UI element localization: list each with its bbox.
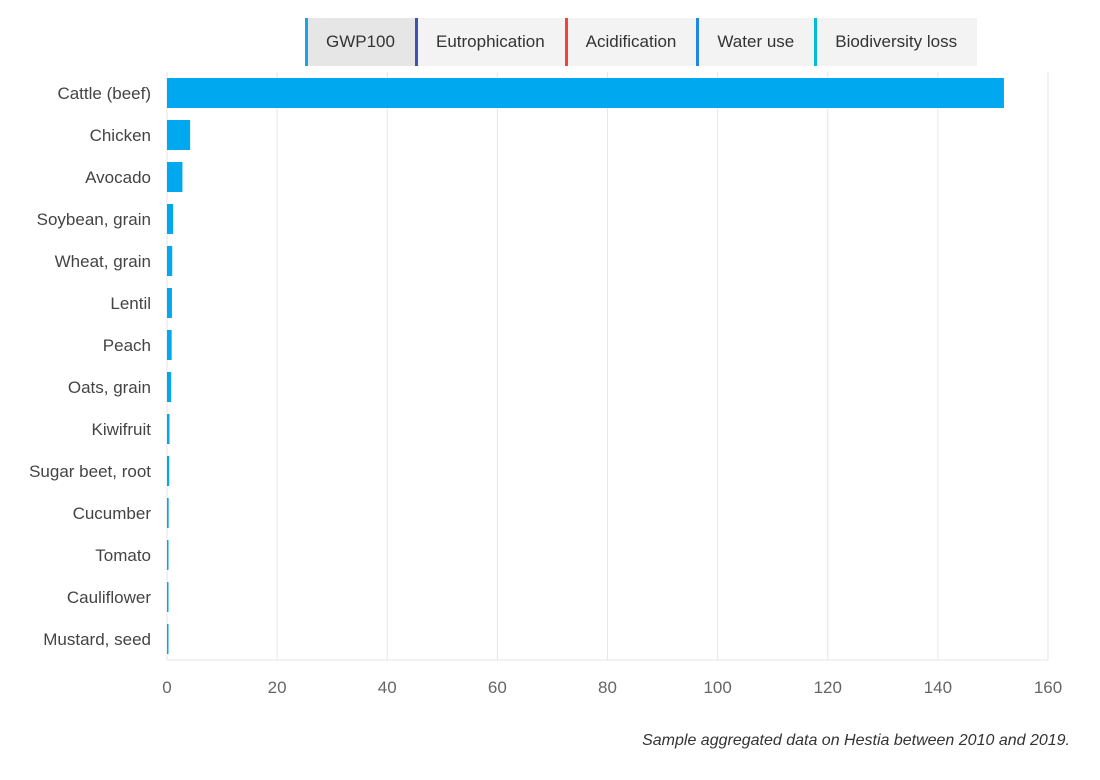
bar[interactable] <box>167 624 169 654</box>
category-labels: Cattle (beef) Chicken Avocado Soybean, grai… <box>29 84 151 649</box>
category-label: Cauliflower <box>67 588 151 607</box>
bar[interactable] <box>167 540 169 570</box>
category-label: Peach <box>103 336 151 355</box>
category-label: Kiwifruit <box>91 420 151 439</box>
bar[interactable] <box>167 78 1004 108</box>
x-tick-label: 140 <box>924 678 952 697</box>
chart-caption: Sample aggregated data on Hestia between… <box>642 732 1070 749</box>
bar[interactable] <box>167 414 170 444</box>
tab-acidification[interactable]: Acidification <box>564 18 697 66</box>
tab-label: GWP100 <box>326 32 395 51</box>
bar-chart: Cattle (beef) Chicken Avocado Soybean, grai… <box>29 72 1062 697</box>
tab-color-indicator <box>814 18 818 66</box>
x-tick-label: 20 <box>268 678 287 697</box>
tab-color-indicator <box>564 18 568 66</box>
category-label: Avocado <box>85 168 151 187</box>
x-tick-label: 60 <box>488 678 507 697</box>
bar[interactable] <box>167 372 172 402</box>
bar[interactable] <box>167 456 170 486</box>
tab-color-indicator <box>414 18 418 66</box>
x-tick-label: 40 <box>378 678 397 697</box>
x-tick-label: 160 <box>1034 678 1062 697</box>
x-tick-label: 80 <box>598 678 617 697</box>
tab-color-indicator <box>696 18 700 66</box>
category-label: Tomato <box>95 546 151 565</box>
category-label: Oats, grain <box>68 378 151 397</box>
tab-label: Acidification <box>585 32 677 51</box>
category-label: Lentil <box>110 294 151 313</box>
tab-label: Eutrophication <box>435 32 545 51</box>
bar[interactable] <box>167 204 174 234</box>
bar[interactable] <box>167 288 172 318</box>
tab-eutrophication[interactable]: Eutrophication <box>414 18 565 66</box>
x-tick-label: 120 <box>814 678 842 697</box>
category-label: Wheat, grain <box>55 252 151 271</box>
tab-gwp100[interactable]: GWP100 <box>305 18 415 66</box>
category-label: Cattle (beef) <box>57 84 151 103</box>
bar[interactable] <box>167 330 172 360</box>
category-label: Cucumber <box>73 504 152 523</box>
bar[interactable] <box>167 582 169 612</box>
tab-color-indicator <box>305 18 308 66</box>
tab-biodiversity-loss[interactable]: Biodiversity loss <box>814 18 978 66</box>
bars <box>167 78 1004 654</box>
x-tick-label: 0 <box>162 678 171 697</box>
bar[interactable] <box>167 162 183 192</box>
bar[interactable] <box>167 246 173 276</box>
category-label: Sugar beet, root <box>29 462 151 481</box>
category-label: Soybean, grain <box>37 210 151 229</box>
category-label: Chicken <box>90 126 151 145</box>
tab-label: Water use <box>717 32 795 51</box>
x-axis-ticks: 0 20 40 60 80 100 120 140 160 <box>162 678 1062 697</box>
x-tick-label: 100 <box>703 678 731 697</box>
tab-water-use[interactable]: Water use <box>696 18 815 66</box>
tab-label: Biodiversity loss <box>835 32 958 51</box>
indicator-tabs: GWP100 Eutrophication Acidification Water u… <box>305 18 978 66</box>
bar[interactable] <box>167 120 191 150</box>
grid-lines <box>166 72 1049 661</box>
category-label: Mustard, seed <box>43 630 151 649</box>
bar[interactable] <box>167 498 169 528</box>
